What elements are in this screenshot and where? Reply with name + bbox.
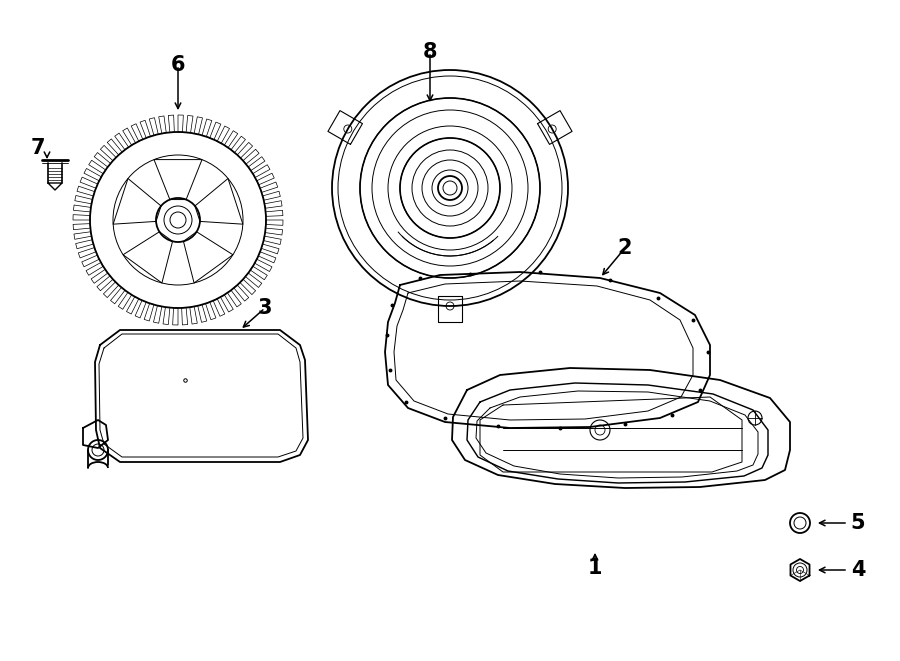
- Text: 6: 6: [171, 55, 185, 75]
- Text: 5: 5: [850, 513, 865, 533]
- Text: 1: 1: [588, 558, 602, 578]
- Text: 3: 3: [257, 298, 272, 318]
- Polygon shape: [83, 420, 108, 448]
- Text: 4: 4: [850, 560, 865, 580]
- Text: 7: 7: [31, 138, 45, 158]
- Polygon shape: [537, 110, 572, 144]
- Text: 8: 8: [423, 42, 437, 62]
- Text: 2: 2: [617, 238, 632, 258]
- Polygon shape: [438, 296, 462, 322]
- Polygon shape: [452, 368, 790, 488]
- Polygon shape: [328, 110, 363, 144]
- Polygon shape: [95, 330, 308, 462]
- Polygon shape: [790, 559, 809, 581]
